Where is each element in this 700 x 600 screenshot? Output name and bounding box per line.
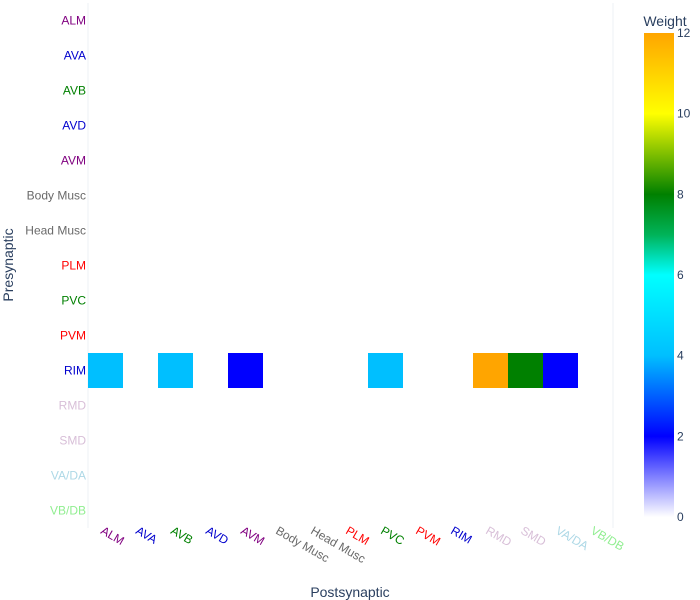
colorbar-tick-6: 6	[677, 268, 684, 282]
cell-rim-to-alm	[88, 353, 123, 388]
colorbar-tick-0: 0	[677, 510, 684, 524]
y-tick-rmd: RMD	[59, 399, 87, 413]
y-tick-avd: AVD	[62, 119, 86, 133]
y-tick-avm: AVM	[61, 154, 86, 168]
y-tick-rim: RIM	[64, 364, 86, 378]
cell-rim-to-pvc	[368, 353, 403, 388]
y-tick-va-da: VA/DA	[51, 469, 86, 483]
x-axis-title: Postsynaptic	[310, 584, 389, 600]
colorbar-tick-10: 10	[677, 107, 691, 121]
plot-area	[87, 3, 614, 528]
y-tick-alm: ALM	[61, 14, 86, 28]
cell-rim-to-avb	[158, 353, 193, 388]
y-tick-vb-db: VB/DB	[50, 504, 86, 518]
y-tick-body-musc: Body Musc	[27, 189, 86, 203]
heatmap-cells	[88, 353, 578, 388]
colorbar-tick-2: 2	[677, 429, 684, 443]
y-tick-pvc: PVC	[61, 294, 86, 308]
cell-rim-to-va-da	[543, 353, 578, 388]
y-tick-smd: SMD	[59, 434, 86, 448]
y-tick-head-musc: Head Musc	[25, 224, 86, 238]
colorbar: Weight 0 2 4 6 8 10 12	[643, 13, 690, 524]
colorbar-gradient	[644, 33, 674, 517]
cell-rim-to-avm	[228, 353, 263, 388]
colorbar-title: Weight	[643, 13, 686, 29]
colorbar-ticks: 0 2 4 6 8 10 12	[677, 26, 691, 524]
colorbar-tick-4: 4	[677, 349, 684, 363]
y-tick-avb: AVB	[63, 84, 86, 98]
colorbar-tick-8: 8	[677, 187, 684, 201]
y-axis-title: Presynaptic	[0, 228, 16, 301]
cell-rim-to-smd	[508, 353, 543, 388]
y-tick-ava: AVA	[64, 49, 86, 63]
y-axis-ticks: ALM AVA AVB AVD AVM Body Musc Head Musc PLM PVC P…	[25, 14, 86, 518]
cell-rim-to-rmd	[473, 353, 508, 388]
y-tick-plm: PLM	[61, 259, 86, 273]
colorbar-tick-12: 12	[677, 26, 691, 40]
y-tick-pvm: PVM	[60, 329, 86, 343]
